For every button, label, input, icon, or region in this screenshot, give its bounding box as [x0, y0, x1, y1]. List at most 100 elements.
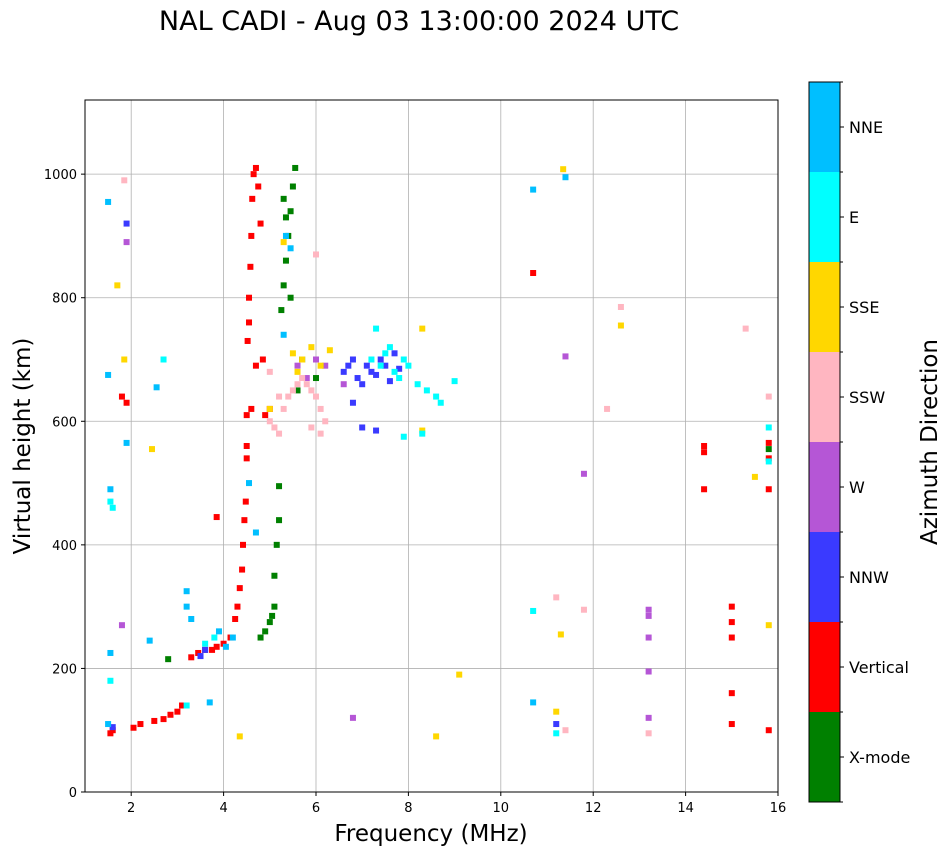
echo-point-e — [433, 393, 440, 400]
echo-point-x-mode — [165, 656, 172, 663]
echo-point-x-mode — [287, 208, 294, 215]
echo-point-ssw — [562, 727, 569, 734]
echo-point-vertical — [728, 634, 735, 641]
echo-point-sse — [114, 282, 121, 289]
echo-point-vertical — [247, 263, 254, 270]
colorbar-swatch-nne — [809, 82, 840, 172]
echo-point-sse — [456, 671, 463, 678]
echo-point-vertical — [239, 566, 246, 573]
x-tick-label: 2 — [127, 801, 135, 816]
echo-point-e — [373, 325, 380, 332]
echo-point-w — [645, 714, 652, 721]
colorbar: X-mode Vertical NNW W SSW SSE E NNE — [808, 81, 910, 803]
x-tick-label: 4 — [219, 801, 227, 816]
echo-point-ssw — [742, 325, 749, 332]
echo-point-vertical — [241, 517, 248, 524]
echo-point-vertical — [243, 412, 250, 419]
echo-point-w — [313, 356, 319, 363]
echo-point-ssw — [121, 177, 128, 184]
x-axis-title: Frequency (MHz) — [334, 821, 527, 847]
echo-point-nnw — [553, 721, 560, 728]
echo-point-vertical — [123, 399, 130, 406]
echo-point-vertical — [209, 646, 216, 653]
echo-point-x-mode — [765, 446, 772, 453]
echo-point-vertical — [765, 455, 772, 462]
x-tick-label: 14 — [677, 801, 694, 816]
echo-point-e — [405, 362, 412, 369]
echo-point-nne — [530, 699, 537, 706]
echo-point-e — [107, 677, 114, 684]
colorbar-label-nnw: NNW — [849, 568, 889, 587]
echo-point-nne — [280, 331, 287, 338]
echo-point-ssw — [580, 606, 587, 613]
echo-point-vertical — [728, 721, 735, 728]
echo-point-e — [437, 399, 444, 406]
echo-point-x-mode — [280, 282, 287, 289]
echo-point-ssw — [313, 393, 319, 400]
colorbar-label-ssw: SSW — [849, 388, 885, 407]
echo-point-e — [160, 356, 167, 363]
echo-point-nnw — [377, 356, 384, 363]
echo-point-e — [183, 702, 190, 709]
echo-point-ssw — [308, 424, 315, 431]
echo-point-x-mode — [289, 183, 296, 190]
echo-point-ssw — [266, 368, 273, 375]
echo-point-e — [553, 730, 560, 737]
colorbar-label-x-mode: X-mode — [849, 748, 910, 767]
echo-point-vertical — [243, 455, 250, 462]
echo-point-vertical — [259, 356, 266, 363]
echo-point-vertical — [250, 171, 257, 178]
echo-point-w — [645, 606, 652, 613]
colorbar-label-sse: SSE — [849, 298, 879, 317]
echo-point-ssw — [303, 381, 310, 388]
echo-point-w — [562, 353, 569, 360]
echo-point-nne — [530, 186, 537, 193]
colorbar-title: Azimuth Direction — [917, 339, 943, 545]
echo-point-nne — [229, 634, 236, 641]
ticks-layer: 2 4 6 8 10 12 14 16 0 200 400 600 800 1000 — [44, 168, 786, 816]
echo-point-sse — [557, 631, 564, 638]
echo-point-vertical — [160, 716, 167, 723]
echo-point-vertical — [137, 721, 144, 728]
echo-point-sse — [148, 446, 155, 453]
echo-point-sse — [299, 356, 306, 363]
echo-point-nnw — [391, 350, 398, 357]
echo-point-vertical — [109, 727, 116, 734]
echo-point-vertical — [262, 412, 269, 419]
echo-point-ssw — [280, 405, 287, 412]
echo-point-x-mode — [287, 294, 294, 301]
echo-point-nne — [123, 439, 130, 446]
x-tick-label: 10 — [493, 801, 510, 816]
echo-point-sse — [294, 368, 301, 375]
echo-point-vertical — [167, 711, 174, 718]
echo-point-nne — [246, 480, 253, 487]
echo-point-ssw — [313, 251, 319, 258]
echo-point-vertical — [765, 439, 772, 446]
echo-point-e — [382, 350, 389, 357]
echo-point-e — [107, 498, 114, 505]
echo-point-vertical — [151, 717, 158, 724]
echo-point-x-mode — [269, 612, 276, 619]
echo-point-sse — [280, 239, 287, 246]
echo-point-e — [386, 344, 393, 351]
echo-point-nne — [105, 721, 112, 728]
echo-point-vertical — [242, 498, 249, 505]
echo-point-w — [645, 612, 652, 619]
echo-point-e — [765, 424, 772, 431]
echo-point-nne — [183, 588, 190, 595]
echo-point-sse — [317, 362, 324, 369]
echo-point-w — [294, 362, 301, 369]
echo-point-w — [645, 668, 652, 675]
echo-point-e — [368, 356, 375, 363]
echo-point-vertical — [213, 643, 220, 650]
echo-point-e — [396, 375, 403, 382]
echo-point-x-mode — [282, 214, 289, 221]
echo-point-vertical — [257, 220, 264, 227]
echo-point-w — [123, 239, 130, 246]
echo-point-vertical — [246, 319, 253, 326]
echo-point-nne — [107, 649, 114, 656]
echo-point-ssw — [604, 405, 611, 412]
echo-point-vertical — [701, 443, 708, 449]
echo-point-sse — [419, 427, 426, 434]
